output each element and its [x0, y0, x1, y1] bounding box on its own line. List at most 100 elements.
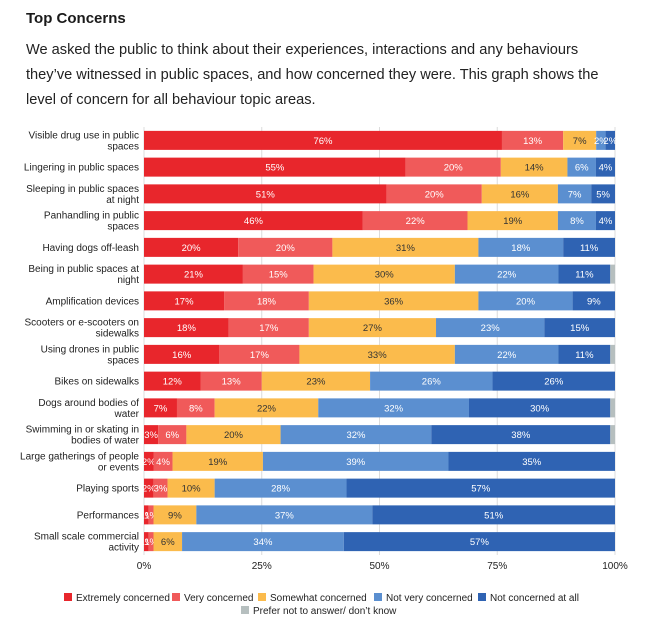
data-label: 20% — [444, 163, 464, 174]
data-label: 19% — [208, 457, 228, 468]
bar-segment — [362, 211, 468, 231]
legend-label: Somewhat concerned — [270, 593, 367, 604]
data-label: 4% — [599, 163, 613, 174]
bar-segment — [158, 425, 187, 445]
data-label: 2% — [142, 457, 156, 468]
data-label: 15% — [570, 323, 590, 334]
bar-segment — [478, 237, 564, 257]
bar-segment — [500, 157, 568, 177]
bar-segment — [144, 451, 154, 471]
data-label: 38% — [511, 430, 531, 441]
legend-label: Prefer not to answer/ don’t know — [253, 606, 397, 617]
bar-segment — [144, 184, 387, 204]
bar-segment — [501, 130, 564, 150]
data-label: 22% — [257, 403, 277, 414]
legend-label: Not very concerned — [386, 593, 473, 604]
category-label: Small scale commercial activity — [34, 532, 139, 554]
data-label: 18% — [177, 323, 197, 334]
bar-segment — [467, 211, 558, 231]
data-label: 28% — [271, 484, 291, 495]
bar-segment — [591, 184, 615, 204]
data-label: 37% — [275, 510, 295, 521]
data-label: 18% — [257, 296, 277, 307]
data-label: 55% — [265, 163, 285, 174]
data-label: 1% — [140, 537, 154, 548]
bar-segment — [563, 130, 597, 150]
legend-label: Very concerned — [184, 593, 254, 604]
bar-segment — [448, 451, 615, 471]
data-label: 13% — [523, 136, 543, 147]
data-label: 22% — [497, 350, 517, 361]
category-label: Swimming in or skating in bodies of water — [26, 425, 140, 447]
category-label: Dogs around bodies of water — [38, 398, 139, 420]
data-label: 26% — [422, 377, 442, 388]
legend-swatch — [172, 593, 180, 601]
data-label: 20% — [276, 243, 296, 254]
legend-swatch — [478, 593, 486, 601]
bar-segment — [610, 398, 615, 418]
data-label: 23% — [481, 323, 501, 334]
data-label: 3% — [144, 430, 158, 441]
data-label: 6% — [575, 163, 589, 174]
legend-swatch — [64, 593, 72, 601]
data-label: 34% — [253, 537, 273, 548]
legend-label: Not concerned at all — [490, 593, 579, 604]
bar-segment — [605, 130, 615, 150]
bar-segment — [567, 157, 596, 177]
bar-segment — [544, 318, 615, 338]
bar-segment — [372, 505, 615, 525]
bar-segment — [144, 505, 149, 525]
x-tick-label: 0% — [137, 561, 152, 572]
category-label: Scooters or e-scooters on sidewalks — [25, 318, 140, 340]
category-label: Panhandling in public spaces — [44, 211, 139, 233]
bar-segment — [176, 398, 215, 418]
data-label: 21% — [184, 270, 204, 281]
bar-segment — [148, 505, 154, 525]
bar-segment — [386, 184, 482, 204]
bar-segment — [557, 211, 596, 231]
data-label: 10% — [182, 484, 202, 495]
category-label: Having dogs off-leash — [42, 243, 139, 254]
data-label: 13% — [222, 377, 242, 388]
bar-segment — [153, 451, 173, 471]
data-label: 35% — [522, 457, 542, 468]
bar-segment — [558, 264, 611, 284]
bar-segment — [563, 237, 615, 257]
bar-segment — [346, 478, 615, 498]
bar-segment — [167, 478, 215, 498]
bar-segment — [478, 291, 573, 311]
bar-segment — [224, 291, 309, 311]
bar-segment — [219, 344, 300, 364]
data-label: 30% — [530, 403, 550, 414]
data-label: 2% — [603, 136, 617, 147]
bar-segment — [595, 157, 615, 177]
bar-segment — [242, 264, 314, 284]
data-label: 19% — [503, 216, 523, 227]
chart-description: We asked the public to think about their… — [26, 42, 599, 108]
bar-segment — [595, 211, 615, 231]
data-label: 9% — [168, 510, 182, 521]
bar-segment — [144, 264, 243, 284]
data-label: 2% — [594, 136, 608, 147]
bar-segment — [481, 184, 558, 204]
data-label: 15% — [269, 270, 289, 281]
bar-segment — [200, 371, 262, 391]
bar-segment — [144, 478, 154, 498]
bar-segment — [492, 371, 615, 391]
bar-segment — [214, 478, 347, 498]
bar-segment — [262, 451, 449, 471]
data-label: 5% — [596, 189, 610, 200]
bar-segment — [596, 130, 606, 150]
data-label: 4% — [599, 216, 613, 227]
data-label: 31% — [396, 243, 416, 254]
bar-segment — [299, 344, 455, 364]
data-label: 22% — [406, 216, 426, 227]
bar-segment — [610, 264, 615, 284]
bar-segment — [610, 344, 615, 364]
data-label: 17% — [259, 323, 279, 334]
page-title: Top Concerns — [26, 10, 126, 27]
bar-segment — [261, 371, 371, 391]
bar-segment — [238, 237, 333, 257]
bar-segment — [332, 237, 479, 257]
bar-segment — [144, 344, 220, 364]
